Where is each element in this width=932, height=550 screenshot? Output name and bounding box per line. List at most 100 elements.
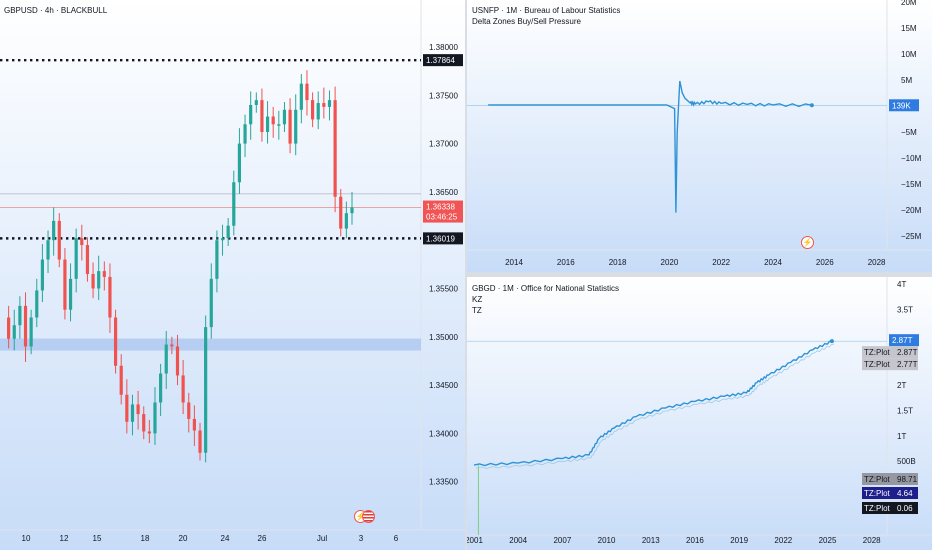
candle-body[interactable] xyxy=(299,83,303,110)
candle-body[interactable] xyxy=(249,104,253,125)
x-tick-label: 2019 xyxy=(730,536,748,545)
candle-body[interactable] xyxy=(322,103,326,107)
x-tick-label: 18 xyxy=(141,534,150,543)
flash-icon-rt[interactable]: ⚡ xyxy=(801,236,814,249)
candle-body[interactable] xyxy=(243,124,247,144)
candle-body[interactable] xyxy=(23,305,28,347)
x-tick-label: 2026 xyxy=(816,258,834,267)
tz-plot-tag-4[interactable]: TZ:Plot 4.64 xyxy=(862,487,918,499)
x-tick-label: 2016 xyxy=(557,258,575,267)
last-price-value: 1.36338 xyxy=(426,203,455,212)
gbgd-chart[interactable]: 2001 2004 2007 2010 2013 2016 2019 2022 2025 2028… xyxy=(467,277,932,550)
tz-plot-tag-3[interactable]: TZ:Plot 98.71 xyxy=(862,473,918,485)
candle-body[interactable] xyxy=(254,100,258,105)
candle-body[interactable] xyxy=(80,238,84,246)
candle-body[interactable] xyxy=(237,143,242,183)
usnfp-series-line[interactable] xyxy=(488,80,812,213)
candle-body[interactable] xyxy=(170,344,174,347)
x-tick-label: 2013 xyxy=(642,536,660,545)
candle-body[interactable] xyxy=(108,276,112,318)
candle-body[interactable] xyxy=(130,404,135,422)
us-flag-icon[interactable] xyxy=(362,510,375,523)
candle-body[interactable] xyxy=(164,344,168,374)
candle-body[interactable] xyxy=(7,317,11,339)
demand-zone[interactable] xyxy=(0,338,421,351)
y-tick-label: 20M xyxy=(901,0,917,7)
candle-body[interactable] xyxy=(310,100,315,120)
candle-body[interactable] xyxy=(192,418,196,431)
candle-body[interactable] xyxy=(142,414,146,432)
candle-body[interactable] xyxy=(215,240,219,279)
candle-body[interactable] xyxy=(85,245,90,275)
tz-plot-tag-1[interactable]: TZ:Plot 2.87T xyxy=(862,346,918,359)
pane-divider-vertical[interactable] xyxy=(465,0,467,550)
candle-body[interactable] xyxy=(220,238,225,241)
candle-body[interactable] xyxy=(35,290,39,318)
candle-body[interactable] xyxy=(265,116,270,133)
candle-body[interactable] xyxy=(46,240,50,260)
y-tick-label: −15M xyxy=(901,180,922,189)
candle-body[interactable] xyxy=(119,365,123,395)
gbgd-series-line[interactable] xyxy=(473,340,832,467)
candle-body[interactable] xyxy=(12,325,16,339)
candle-body[interactable] xyxy=(282,109,287,125)
last-value-tag: 2.87T xyxy=(889,334,919,347)
candle-body[interactable] xyxy=(63,259,67,310)
candle-body[interactable] xyxy=(187,402,191,419)
tz-plot-line xyxy=(475,343,834,469)
y-tick-label: −25M xyxy=(901,232,922,241)
tz-plot-tag-2[interactable]: TZ:Plot 2.77T xyxy=(862,358,918,371)
candle-body[interactable] xyxy=(153,402,157,434)
candle-body[interactable] xyxy=(204,327,208,453)
gbgd-chart-pane[interactable]: 2001 2004 2007 2010 2013 2016 2019 2022 2025 2028… xyxy=(467,277,932,550)
candle-body[interactable] xyxy=(181,375,185,403)
candle-body[interactable] xyxy=(232,182,236,226)
y-tick-label: 1.5T xyxy=(897,407,913,416)
candle-body[interactable] xyxy=(74,238,78,279)
candle-body[interactable] xyxy=(209,278,213,328)
pane-divider-horizontal[interactable] xyxy=(467,272,932,277)
candle-body[interactable] xyxy=(175,346,180,376)
candle-body[interactable] xyxy=(305,83,309,101)
candle-body[interactable] xyxy=(29,317,33,347)
gbpusd-chart[interactable]: 10 12 15 18 20 24 26 Jul 3 6 1.38000 1.37500 1.3700… xyxy=(0,0,465,550)
candle-body[interactable] xyxy=(260,100,264,133)
candle-body[interactable] xyxy=(288,109,292,144)
candle-body[interactable] xyxy=(271,116,275,125)
tz-plot-tag-5[interactable]: TZ:Plot 0.06 xyxy=(862,502,918,514)
x-tick-label: 26 xyxy=(258,534,267,543)
tz-plot-tag-1-bg xyxy=(862,346,918,359)
candle-body[interactable] xyxy=(277,124,281,126)
candle-body[interactable] xyxy=(68,278,73,310)
x-tick-label: 2022 xyxy=(712,258,730,267)
candle-body[interactable] xyxy=(57,220,61,260)
candle-body[interactable] xyxy=(159,373,163,403)
candle-body[interactable] xyxy=(136,404,140,415)
candle-body[interactable] xyxy=(40,259,45,291)
candle-body[interactable] xyxy=(52,220,56,241)
candle-body[interactable] xyxy=(294,109,298,144)
tz-plot-tag-3-value: 98.71 xyxy=(897,475,918,484)
candle-body[interactable] xyxy=(226,225,230,239)
candle-body[interactable] xyxy=(91,274,95,289)
usnfp-chart-pane[interactable]: 2014 2016 2018 2020 2022 2024 2026 2028 20M 15M 1… xyxy=(467,0,932,272)
candle-body[interactable] xyxy=(125,394,129,422)
gbpusd-chart-pane[interactable]: 10 12 15 18 20 24 26 Jul 3 6 1.38000 1.37500 1.3700… xyxy=(0,0,465,550)
candle-body[interactable] xyxy=(344,213,348,229)
candle-body[interactable] xyxy=(198,430,202,453)
candle-body[interactable] xyxy=(18,305,22,326)
candle-body[interactable] xyxy=(339,196,343,229)
candle-body[interactable] xyxy=(350,207,354,214)
candle-body[interactable] xyxy=(102,271,106,277)
x-tick-label: 2014 xyxy=(505,258,523,267)
usnfp-chart[interactable]: 2014 2016 2018 2020 2022 2024 2026 2028 20M 15M 1… xyxy=(467,0,932,272)
candle-body[interactable] xyxy=(327,100,332,107)
candle-body[interactable] xyxy=(113,317,118,366)
tz-plot-tag-2-value: 2.77T xyxy=(897,360,918,369)
level-high-tag-text: 1.37864 xyxy=(426,56,455,65)
candle-body[interactable] xyxy=(97,271,101,289)
candle-body[interactable] xyxy=(316,103,320,120)
x-tick-label: 2010 xyxy=(598,536,616,545)
candle-body[interactable] xyxy=(333,100,337,197)
candle-body[interactable] xyxy=(147,431,151,434)
